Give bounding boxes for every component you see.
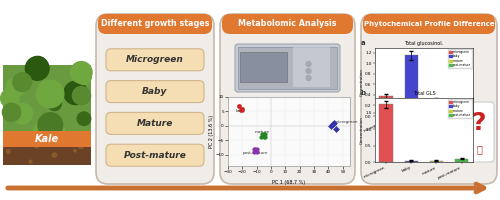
Text: Phytochemical Profile Difference: Phytochemical Profile Difference bbox=[364, 21, 494, 27]
Bar bbox=[3, 65, 91, 165]
Circle shape bbox=[29, 160, 32, 163]
Text: post-mature: post-mature bbox=[242, 151, 268, 155]
Bar bbox=[3, 133, 91, 165]
Point bbox=[330, 121, 338, 124]
Point bbox=[257, 136, 265, 139]
Circle shape bbox=[306, 75, 311, 80]
Circle shape bbox=[28, 56, 48, 76]
Text: Metabolomic Analysis: Metabolomic Analysis bbox=[238, 20, 337, 28]
Circle shape bbox=[306, 62, 311, 66]
Circle shape bbox=[34, 119, 60, 146]
Circle shape bbox=[70, 62, 92, 83]
Point bbox=[260, 133, 268, 136]
FancyBboxPatch shape bbox=[222, 14, 353, 34]
Circle shape bbox=[0, 89, 19, 107]
FancyBboxPatch shape bbox=[106, 81, 204, 103]
Bar bbox=[293, 47, 330, 87]
Bar bbox=[454, 159, 468, 162]
Circle shape bbox=[6, 150, 10, 153]
FancyBboxPatch shape bbox=[220, 14, 355, 184]
Text: b: b bbox=[360, 90, 366, 96]
Circle shape bbox=[77, 112, 90, 125]
Point bbox=[258, 133, 266, 136]
Text: a: a bbox=[360, 40, 365, 46]
Bar bbox=[404, 55, 418, 116]
Point bbox=[238, 107, 246, 110]
Bar bbox=[430, 161, 444, 162]
Bar bbox=[240, 52, 287, 82]
FancyBboxPatch shape bbox=[98, 14, 212, 34]
Bar bbox=[380, 96, 393, 116]
FancyBboxPatch shape bbox=[106, 112, 204, 134]
Circle shape bbox=[64, 81, 87, 105]
Circle shape bbox=[76, 69, 92, 84]
Circle shape bbox=[6, 78, 25, 97]
Legend: microgreen, baby, mature, post-mature: microgreen, baby, mature, post-mature bbox=[448, 99, 472, 118]
FancyBboxPatch shape bbox=[235, 44, 340, 92]
Circle shape bbox=[36, 80, 64, 108]
Point bbox=[237, 108, 245, 112]
Text: 🚶: 🚶 bbox=[476, 144, 482, 154]
Point bbox=[328, 124, 336, 127]
Legend: microgreen, baby, mature, post-mature: microgreen, baby, mature, post-mature bbox=[448, 49, 472, 68]
Point bbox=[262, 133, 270, 136]
Circle shape bbox=[40, 120, 65, 146]
Y-axis label: Concentration: Concentration bbox=[360, 116, 364, 144]
Text: Baby: Baby bbox=[142, 87, 168, 96]
Bar bbox=[454, 100, 468, 116]
Circle shape bbox=[306, 68, 311, 73]
Circle shape bbox=[48, 97, 62, 111]
Circle shape bbox=[2, 103, 21, 121]
Y-axis label: Concentration: Concentration bbox=[360, 68, 364, 96]
Circle shape bbox=[74, 150, 76, 152]
Bar bbox=[3, 131, 91, 147]
Point bbox=[252, 147, 260, 150]
Circle shape bbox=[26, 57, 49, 80]
X-axis label: PC 1 (68.7 %): PC 1 (68.7 %) bbox=[272, 180, 306, 185]
Text: Post-mature: Post-mature bbox=[124, 151, 186, 160]
Circle shape bbox=[49, 117, 62, 130]
Circle shape bbox=[12, 104, 32, 124]
Text: mature: mature bbox=[254, 130, 270, 134]
Bar bbox=[430, 99, 444, 116]
FancyBboxPatch shape bbox=[363, 14, 495, 34]
Y-axis label: PC 2 (13.6 %): PC 2 (13.6 %) bbox=[209, 115, 214, 148]
Point bbox=[252, 147, 260, 150]
FancyBboxPatch shape bbox=[361, 14, 497, 184]
Circle shape bbox=[78, 143, 84, 149]
Title: Total GLS: Total GLS bbox=[412, 91, 436, 96]
Bar bbox=[238, 47, 337, 89]
Circle shape bbox=[72, 86, 90, 105]
Circle shape bbox=[62, 140, 66, 144]
Point bbox=[260, 136, 268, 139]
Circle shape bbox=[34, 143, 39, 148]
FancyBboxPatch shape bbox=[106, 49, 204, 71]
FancyBboxPatch shape bbox=[464, 102, 494, 162]
Circle shape bbox=[38, 113, 62, 138]
FancyBboxPatch shape bbox=[106, 144, 204, 166]
Point bbox=[329, 123, 337, 126]
Point bbox=[250, 150, 258, 153]
Circle shape bbox=[52, 153, 56, 157]
Text: Kale: Kale bbox=[35, 134, 59, 144]
Text: baby: baby bbox=[236, 109, 246, 113]
Text: Mature: Mature bbox=[137, 119, 173, 128]
Text: microgreen: microgreen bbox=[335, 120, 358, 124]
Text: ?: ? bbox=[472, 111, 486, 135]
Bar bbox=[380, 104, 393, 162]
Point bbox=[236, 104, 244, 107]
Text: Different growth stages: Different growth stages bbox=[101, 20, 209, 28]
Circle shape bbox=[35, 135, 40, 140]
Circle shape bbox=[13, 73, 32, 92]
Text: Microgreen: Microgreen bbox=[126, 55, 184, 64]
FancyArrowPatch shape bbox=[8, 184, 484, 192]
FancyBboxPatch shape bbox=[96, 14, 214, 184]
Title: Total glucosinol.: Total glucosinol. bbox=[404, 41, 444, 46]
Point bbox=[332, 127, 340, 130]
Bar bbox=[404, 161, 418, 162]
Point bbox=[262, 136, 270, 139]
Point bbox=[252, 150, 260, 153]
Point bbox=[250, 147, 258, 150]
